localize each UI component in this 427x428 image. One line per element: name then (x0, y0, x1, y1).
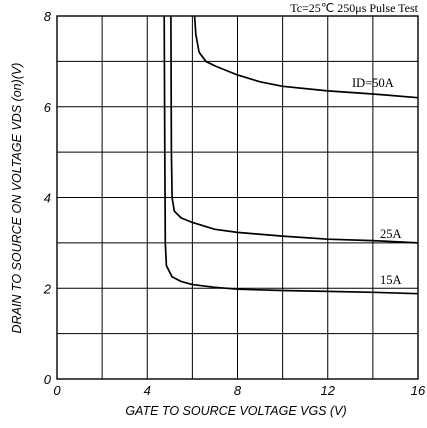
y-tick-label: 0 (44, 372, 52, 387)
grid (56, 15, 419, 380)
x-tick-label: 12 (321, 383, 336, 398)
x-tick-label: 16 (411, 383, 426, 398)
series-label-50a: ID=50A (352, 76, 394, 90)
y-axis-label: DRAIN TO SOURCE ON VOLTAGE VDS (on)(V) (10, 63, 24, 334)
x-tick-label: 8 (234, 383, 242, 398)
plot-frame (56, 15, 419, 380)
series-curve-1 (170, 15, 419, 244)
y-tick-label: 6 (44, 100, 52, 115)
test-conditions: Tc=25℃ 250μs Pulse Test (290, 1, 418, 15)
y-tick-label: 4 (44, 191, 51, 206)
y-tick-label: 2 (43, 281, 52, 296)
series-curve-0 (193, 15, 419, 99)
x-tick-label: 0 (53, 383, 61, 398)
y-tick-label: 8 (44, 9, 52, 24)
series-label-25a: 25A (380, 227, 402, 241)
series-label-15a: 15A (380, 273, 402, 287)
x-axis-label: GATE TO SOURCE VOLTAGE VGS (V) (125, 404, 346, 418)
curves (163, 15, 419, 295)
x-tick-label: 4 (144, 383, 151, 398)
tick-labels: 0 4 8 12 16 0 2 4 6 8 (43, 9, 426, 398)
series-curve-2 (163, 15, 419, 295)
